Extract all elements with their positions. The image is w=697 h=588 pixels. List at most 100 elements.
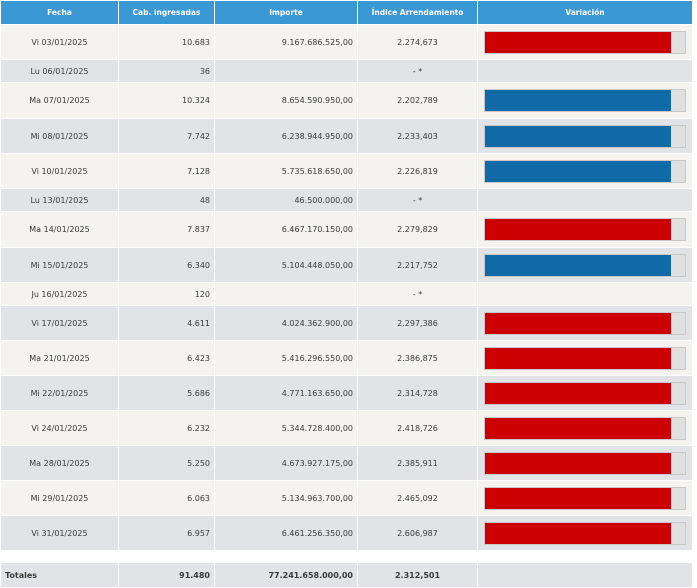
- fecha-cell: Lu 13/01/2025: [0, 188, 119, 212]
- indice-cell: 2.202,789: [357, 82, 478, 119]
- cab-ingresadas-cell: 10.683: [118, 24, 215, 60]
- variation-bar-track: [484, 253, 686, 277]
- fecha-cell: Mi 22/01/2025: [0, 375, 119, 411]
- table-row: Mi 29/01/2025 6.063 5.134.963.700,00 2.465,…: [0, 480, 693, 516]
- variation-bar-track: [484, 311, 686, 335]
- importe-cell: 4.024.362.900,00: [214, 305, 358, 341]
- indice-cell: 2.418,726: [357, 410, 478, 446]
- importe-cell: 9.167.686.525,00: [214, 24, 358, 60]
- variacion-cell: [477, 515, 693, 551]
- table-row: Ma 07/01/2025 10.324 8.654.590.950,00 2.202…: [0, 82, 693, 119]
- cab-ingresadas-cell: 7.128: [118, 153, 215, 189]
- importe-cell: 4.673.927.175,00: [214, 445, 358, 481]
- cab-ingresadas-cell: 120: [118, 282, 215, 306]
- table-row: Vi 31/01/2025 6.957 6.461.256.350,00 2.606,…: [0, 515, 693, 551]
- header-cab-ingresadas[interactable]: Cab. ingresadas: [118, 0, 215, 25]
- variation-bar-up: [485, 487, 671, 509]
- indice-cell: 2.314,728: [357, 375, 478, 411]
- variation-bar-track: [484, 218, 686, 241]
- totals-cab-ingresadas: 91.480: [118, 562, 215, 588]
- indice-cell: 2.226,819: [357, 153, 478, 189]
- variacion-cell: [477, 410, 693, 446]
- importe-cell: 4.771.163.650,00: [214, 375, 358, 411]
- fecha-cell: Ma 14/01/2025: [0, 211, 119, 248]
- table-row: Ma 28/01/2025 5.250 4.673.927.175,00 2.385,…: [0, 445, 693, 481]
- table-row: Ju 16/01/2025 120 - *: [0, 282, 693, 306]
- fecha-cell: Ma 21/01/2025: [0, 340, 119, 376]
- spacer-cell: [477, 550, 693, 563]
- fecha-cell: Vi 03/01/2025: [0, 24, 119, 60]
- cab-ingresadas-cell: 10.324: [118, 82, 215, 119]
- cab-ingresadas-cell: 6.232: [118, 410, 215, 446]
- variation-bar-down: [485, 254, 671, 276]
- importe-cell: 5.416.296.550,00: [214, 340, 358, 376]
- variation-bar-down: [485, 125, 671, 147]
- header-indice-arrendamiento[interactable]: Índice Arrendamiento: [357, 0, 478, 25]
- importe-cell: 6.461.256.350,00: [214, 515, 358, 551]
- variacion-cell: [477, 211, 693, 248]
- importe-cell: 6.238.944.950,00: [214, 118, 358, 154]
- variation-bar-up: [485, 31, 671, 53]
- variation-bar-track: [484, 521, 686, 545]
- table-row: Vi 03/01/2025 10.683 9.167.686.525,00 2.274…: [0, 24, 693, 60]
- totals-indice: 2.312,501: [357, 562, 478, 588]
- cab-ingresadas-cell: 5.250: [118, 445, 215, 481]
- indice-cell: 2.274,673: [357, 24, 478, 60]
- variacion-cell: [477, 188, 693, 212]
- importe-cell: 8.654.590.950,00: [214, 82, 358, 119]
- variacion-cell: [477, 82, 693, 119]
- fecha-cell: Ju 16/01/2025: [0, 282, 119, 306]
- totals-spacer: [0, 550, 693, 563]
- header-fecha[interactable]: Fecha: [0, 0, 119, 25]
- table-row: Vi 24/01/2025 6.232 5.344.728.400,00 2.418,…: [0, 410, 693, 446]
- cab-ingresadas-cell: 7.837: [118, 211, 215, 248]
- variation-bar-up: [485, 417, 671, 439]
- variation-bar-track: [484, 451, 686, 475]
- indice-cell: - *: [357, 188, 478, 212]
- table-header-row: Fecha Cab. ingresadas Importe Índice Arr…: [0, 0, 693, 25]
- spacer-cell: [0, 550, 119, 563]
- variation-bar-up: [485, 382, 671, 404]
- importe-cell: [214, 282, 358, 306]
- variation-bar-track: [484, 30, 686, 54]
- indice-cell: 2.297,386: [357, 305, 478, 341]
- spacer-cell: [214, 550, 358, 563]
- indice-cell: 2.606,987: [357, 515, 478, 551]
- totals-label: Totales: [0, 562, 119, 588]
- totals-importe: 77.241.658.000,00: [214, 562, 358, 588]
- variacion-cell: [477, 340, 693, 376]
- variacion-cell: [477, 153, 693, 189]
- fecha-cell: Mi 15/01/2025: [0, 247, 119, 283]
- cab-ingresadas-cell: 48: [118, 188, 215, 212]
- fecha-cell: Vi 24/01/2025: [0, 410, 119, 446]
- variacion-cell: [477, 118, 693, 154]
- fecha-cell: Vi 31/01/2025: [0, 515, 119, 551]
- cab-ingresadas-cell: 6.063: [118, 480, 215, 516]
- importe-cell: 5.735.618.650,00: [214, 153, 358, 189]
- table-row: Ma 21/01/2025 6.423 5.416.296.550,00 2.386,…: [0, 340, 693, 376]
- table-row: Mi 15/01/2025 6.340 5.104.448.050,00 2.217,…: [0, 247, 693, 283]
- header-importe[interactable]: Importe: [214, 0, 358, 25]
- variacion-cell: [477, 59, 693, 83]
- indice-cell: 2.386,875: [357, 340, 478, 376]
- variation-bar-up: [485, 219, 671, 240]
- variation-bar-up: [485, 312, 671, 334]
- variacion-cell: [477, 445, 693, 481]
- importe-cell: 5.134.963.700,00: [214, 480, 358, 516]
- fecha-cell: Vi 17/01/2025: [0, 305, 119, 341]
- header-variacion[interactable]: Variación: [477, 0, 693, 25]
- table-body: Vi 03/01/2025 10.683 9.167.686.525,00 2.274…: [0, 24, 693, 588]
- cab-ingresadas-cell: 6.957: [118, 515, 215, 551]
- variacion-cell: [477, 247, 693, 283]
- variation-bar-track: [484, 159, 686, 183]
- totals-variacion: [477, 562, 693, 588]
- fecha-cell: Mi 08/01/2025: [0, 118, 119, 154]
- indice-cell: 2.217,752: [357, 247, 478, 283]
- variation-bar-up: [485, 347, 671, 369]
- indice-cell: - *: [357, 282, 478, 306]
- table-row: Lu 06/01/2025 36 - *: [0, 59, 693, 83]
- importe-cell: [214, 59, 358, 83]
- cab-ingresadas-cell: 36: [118, 59, 215, 83]
- fecha-cell: Ma 28/01/2025: [0, 445, 119, 481]
